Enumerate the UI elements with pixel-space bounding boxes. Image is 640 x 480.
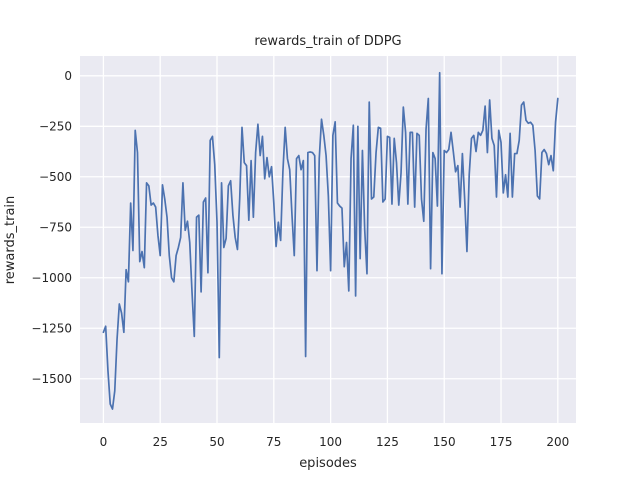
x-tick-label: 200 [546,435,569,449]
gridlines [80,56,576,423]
y-tick-label: 0 [64,69,72,83]
x-tick-label: 0 [100,435,108,449]
y-tick-label: −750 [39,220,72,234]
x-tick-label: 100 [319,435,342,449]
x-tick-labels: 0 25 50 75 100 125 150 175 200 [100,435,570,449]
y-tick-label: −500 [39,170,72,184]
plot-area [80,56,576,423]
x-tick-label: 50 [209,435,224,449]
rewards-line [102,71,559,410]
x-tick-label: 175 [490,435,513,449]
y-axis-label: rewards_train [3,196,18,285]
y-tick-label: −1500 [31,372,72,386]
x-tick-label: 75 [266,435,281,449]
chart-title: rewards_train of DDPG [254,34,401,49]
x-tick-label: 125 [376,435,399,449]
y-tick-label: −1250 [31,321,72,335]
y-tick-label: −1000 [31,271,72,285]
y-tick-labels: 0 −250 −500 −750 −1000 −1250 −1500 [31,69,72,386]
y-tick-label: −250 [39,119,72,133]
x-tick-label: 150 [433,435,456,449]
x-axis-label: episodes [299,456,357,471]
x-tick-label: 25 [153,435,168,449]
